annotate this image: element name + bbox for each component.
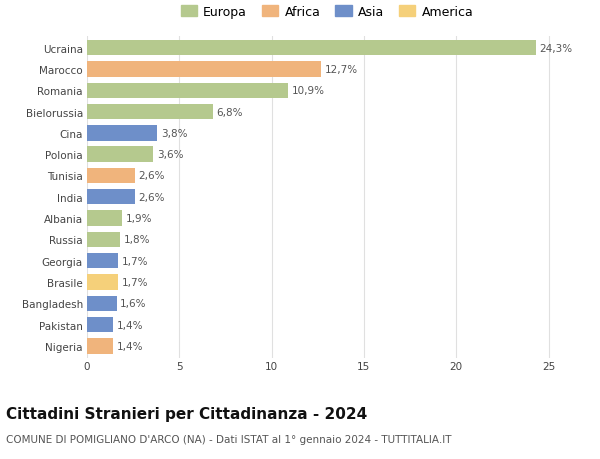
Text: 1,9%: 1,9% xyxy=(126,213,152,224)
Text: 1,7%: 1,7% xyxy=(122,256,149,266)
Text: 1,7%: 1,7% xyxy=(122,278,149,287)
Text: 2,6%: 2,6% xyxy=(139,171,165,181)
Text: 24,3%: 24,3% xyxy=(539,44,572,53)
Bar xyxy=(87,275,118,290)
Text: COMUNE DI POMIGLIANO D'ARCO (NA) - Dati ISTAT al 1° gennaio 2024 - TUTTITALIA.IT: COMUNE DI POMIGLIANO D'ARCO (NA) - Dati … xyxy=(6,434,452,444)
Bar xyxy=(87,41,536,56)
Bar xyxy=(87,105,212,120)
Text: Cittadini Stranieri per Cittadinanza - 2024: Cittadini Stranieri per Cittadinanza - 2… xyxy=(6,406,367,421)
Bar xyxy=(87,232,120,247)
Bar xyxy=(87,296,116,311)
Bar xyxy=(87,190,135,205)
Bar xyxy=(87,317,113,333)
Text: 1,4%: 1,4% xyxy=(116,341,143,351)
Text: 1,8%: 1,8% xyxy=(124,235,151,245)
Text: 3,6%: 3,6% xyxy=(157,150,184,160)
Text: 12,7%: 12,7% xyxy=(325,65,358,75)
Bar xyxy=(87,62,322,78)
Text: 1,6%: 1,6% xyxy=(120,299,147,309)
Text: 1,4%: 1,4% xyxy=(116,320,143,330)
Text: 2,6%: 2,6% xyxy=(139,192,165,202)
Bar xyxy=(87,339,113,354)
Bar xyxy=(87,253,118,269)
Bar xyxy=(87,168,135,184)
Text: 10,9%: 10,9% xyxy=(292,86,325,96)
Bar xyxy=(87,147,154,162)
Text: 3,8%: 3,8% xyxy=(161,129,187,139)
Text: 6,8%: 6,8% xyxy=(216,107,243,117)
Bar xyxy=(87,211,122,226)
Legend: Europa, Africa, Asia, America: Europa, Africa, Asia, America xyxy=(176,1,478,24)
Bar xyxy=(87,126,157,141)
Bar xyxy=(87,84,288,99)
